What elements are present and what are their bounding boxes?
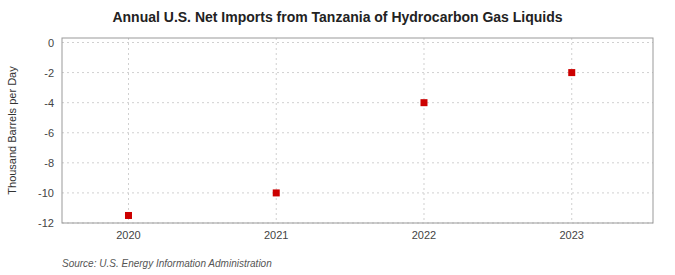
points — [125, 69, 575, 219]
grid-line-x — [423, 38, 424, 223]
y-tick-label: -2 — [44, 67, 54, 79]
title: Annual U.S. Net Imports from Tanzania of… — [112, 9, 562, 25]
grid-line-y — [62, 42, 653, 43]
y-tick-label: -6 — [44, 127, 54, 139]
grid-line-y — [62, 72, 653, 73]
point — [568, 69, 575, 76]
grid-line-y — [62, 102, 653, 103]
x-tick-label: 2023 — [559, 229, 583, 241]
x-tick-label: 2021 — [264, 229, 288, 241]
x-tick-label: 2020 — [116, 229, 140, 241]
y-tick-label: -4 — [44, 97, 54, 109]
grid-line-x — [128, 38, 129, 223]
grid-line-x — [571, 38, 572, 223]
ticks: 0 -2 -4 -6 -8 -10 -12 2020 2021 2022 2023 — [38, 37, 584, 241]
grid-line-y — [62, 192, 653, 193]
y-tick-label: -10 — [38, 187, 54, 199]
y-tick-label: -8 — [44, 157, 54, 169]
point — [420, 99, 427, 106]
chart: Annual U.S. Net Imports from Tanzania of… — [0, 0, 675, 275]
x-tick-label: 2022 — [412, 229, 436, 241]
grid-line-y — [62, 162, 653, 163]
point — [273, 189, 280, 196]
plot-frame — [62, 38, 653, 223]
grid — [62, 38, 653, 223]
source-note: Source: U.S. Energy Information Administ… — [62, 258, 272, 269]
y-tick-label: 0 — [48, 37, 54, 49]
y-tick-label: -12 — [38, 217, 54, 229]
point — [125, 212, 132, 219]
grid-line-y — [62, 132, 653, 133]
y-axis-label: Thousand Barrels per Day — [6, 66, 18, 195]
